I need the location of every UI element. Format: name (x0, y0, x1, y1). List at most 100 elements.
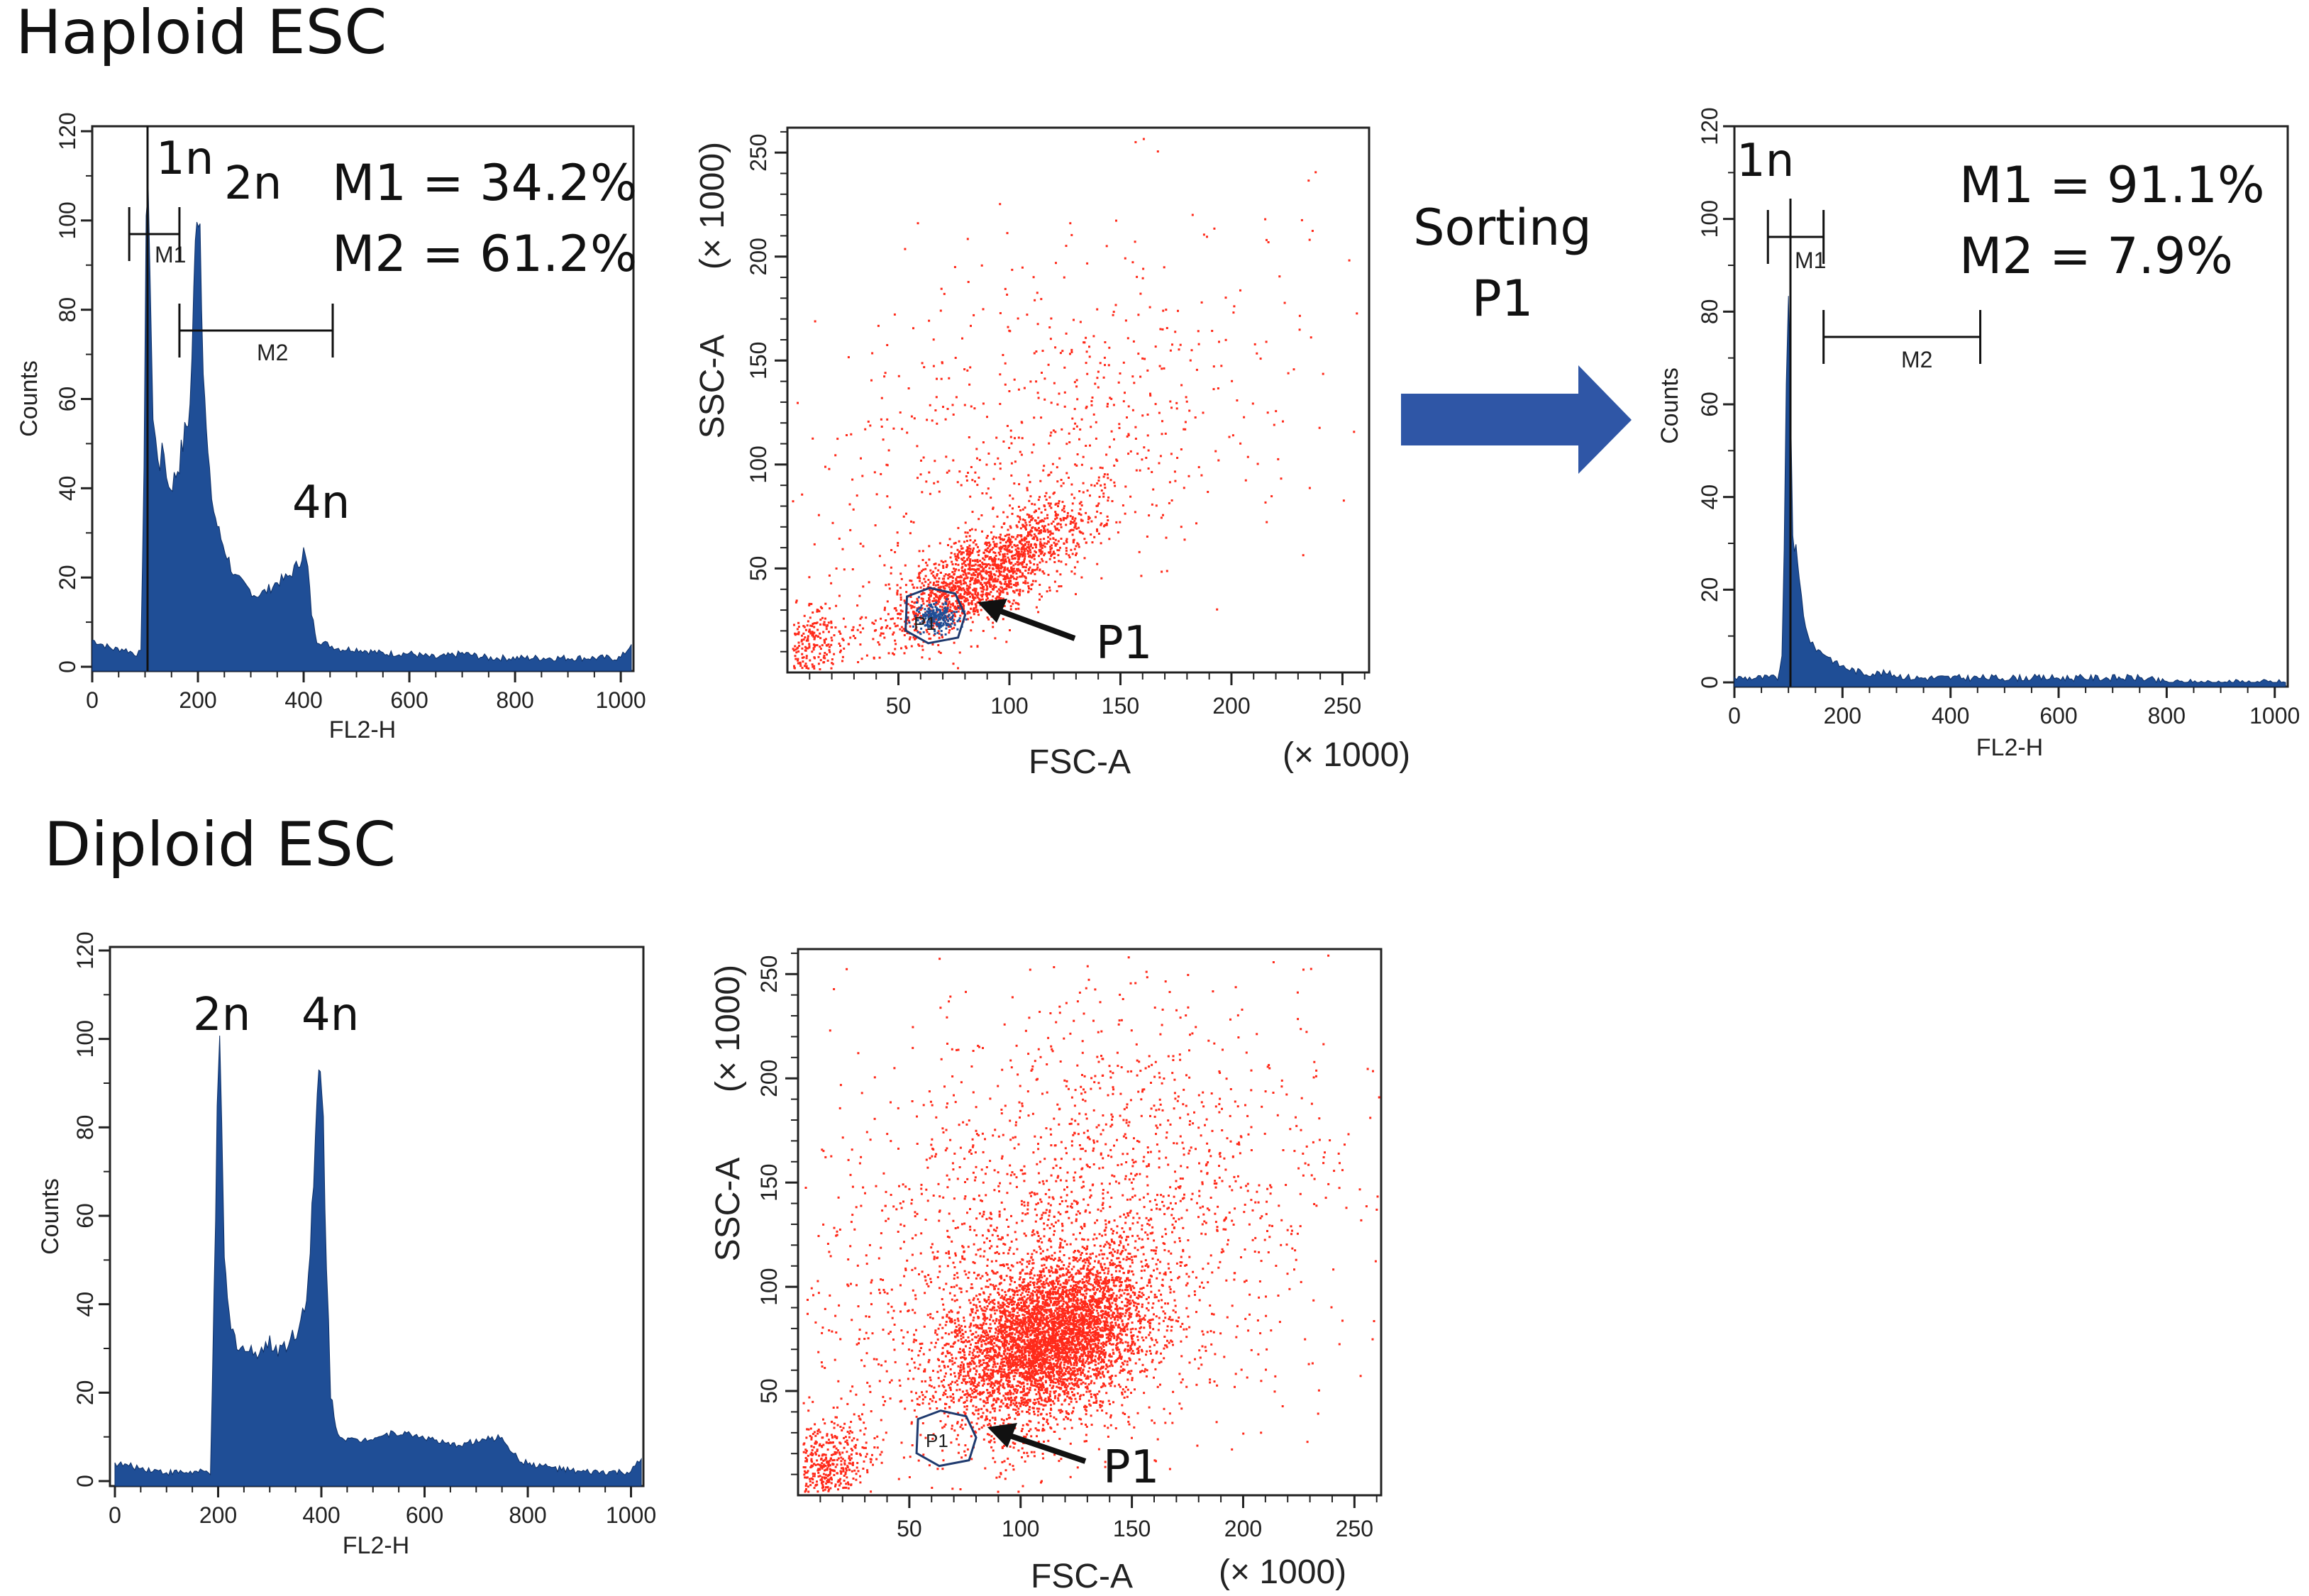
scatter-point (1039, 1347, 1041, 1350)
scatter-point (970, 1458, 973, 1461)
scatter-point (998, 536, 1001, 539)
scatter-point (812, 635, 815, 638)
scatter-point (1009, 577, 1012, 580)
scatter-point (1035, 551, 1037, 554)
scatter-point (906, 632, 909, 635)
scatter-point (940, 377, 943, 380)
scatter-point (1056, 516, 1058, 519)
scatter-point (797, 658, 799, 660)
scatter-point (1049, 1381, 1052, 1384)
scatter-point (987, 574, 990, 577)
scatter-point (1071, 1351, 1073, 1354)
scatter-point (908, 619, 910, 622)
scatter-point (1107, 496, 1110, 499)
scatter-point (932, 365, 935, 367)
scatter-point (1010, 561, 1013, 564)
scatter-point (936, 422, 938, 425)
scatter-point (877, 641, 880, 643)
scatter-point (1094, 1281, 1097, 1284)
scatter-point (825, 628, 828, 631)
scatter-point (873, 471, 876, 474)
scatter-point (1146, 434, 1149, 437)
scatter-point (1019, 1319, 1022, 1321)
scatter-point (1014, 563, 1017, 565)
gated-point (929, 624, 931, 627)
scatter-point (1000, 567, 1002, 570)
scatter-point (1092, 1315, 1095, 1318)
scatter-point (944, 560, 947, 563)
scatter-point (1055, 262, 1057, 265)
scatter-point (994, 1417, 997, 1419)
scatter-point (1097, 386, 1100, 389)
scatter-point (1045, 498, 1048, 501)
x-tick-label: 400 (284, 687, 322, 713)
scatter-point (992, 564, 995, 567)
gated-point (958, 617, 961, 620)
scatter-point (804, 649, 807, 652)
scatter-point (923, 366, 926, 369)
scatter-point (956, 559, 958, 562)
scatter-point (852, 626, 855, 628)
scatter-point (814, 320, 816, 323)
scatter-point (1074, 1356, 1077, 1359)
scatter-point (1029, 1386, 1031, 1389)
scatter-point (1134, 140, 1137, 143)
x-tick-label: 250 (1324, 693, 1361, 719)
scatter-point (1009, 1321, 1012, 1324)
scatter-point (1097, 1303, 1100, 1306)
scatter-point (1085, 511, 1087, 514)
scatter-point (960, 611, 963, 614)
scatter-point (1062, 519, 1065, 521)
scatter-point (975, 1304, 978, 1307)
scatter-point (935, 599, 938, 602)
scatter-point (1102, 475, 1105, 478)
scatter-point (1041, 550, 1043, 553)
scatter-point (1080, 514, 1082, 516)
scatter-point (941, 616, 943, 619)
scatter-point (957, 589, 960, 592)
scatter-point (1081, 1238, 1084, 1241)
scatter-point (1095, 1298, 1097, 1301)
scatter-point (899, 593, 902, 596)
scatter-point (1012, 570, 1014, 572)
scatter-point (897, 617, 899, 619)
scatter-point (971, 621, 974, 624)
scatter-point (1043, 1283, 1046, 1286)
scatter-point (1131, 1377, 1134, 1380)
scatter-point (1009, 575, 1012, 577)
scatter-point (963, 589, 965, 592)
scatter-point (879, 634, 882, 637)
scatter-point (1027, 545, 1030, 548)
scatter-point (1169, 349, 1172, 352)
scatter-point (1107, 1359, 1110, 1362)
scatter-point (975, 568, 978, 571)
scatter-point (1017, 555, 1019, 558)
scatter-point (965, 1290, 968, 1292)
scatter-point (944, 592, 947, 595)
scatter-point (1009, 429, 1012, 432)
scatter-point (982, 567, 985, 570)
scatter-point (800, 638, 803, 641)
scatter-point (976, 581, 979, 584)
scatter-point (1004, 544, 1007, 547)
scatter-point (1019, 1358, 1022, 1361)
scatter-point (841, 660, 843, 663)
scatter-point (938, 650, 941, 653)
scatter-point (958, 597, 961, 599)
scatter-point (1068, 441, 1071, 443)
scatter-point (987, 453, 990, 455)
scatter-point (1098, 1285, 1101, 1287)
scatter-point (1029, 572, 1032, 575)
scatter-point (1105, 522, 1108, 525)
scatter-point (957, 557, 960, 559)
scatter-point (1030, 1367, 1032, 1369)
scatter-point (1138, 550, 1141, 553)
scatter-point (1052, 1331, 1055, 1334)
gated-point (925, 614, 928, 617)
scatter-point (1085, 336, 1087, 339)
scatter-point (1030, 588, 1033, 591)
scatter-point (963, 1351, 965, 1353)
scatter-point (957, 1339, 960, 1342)
scatter-point (1024, 1460, 1026, 1463)
